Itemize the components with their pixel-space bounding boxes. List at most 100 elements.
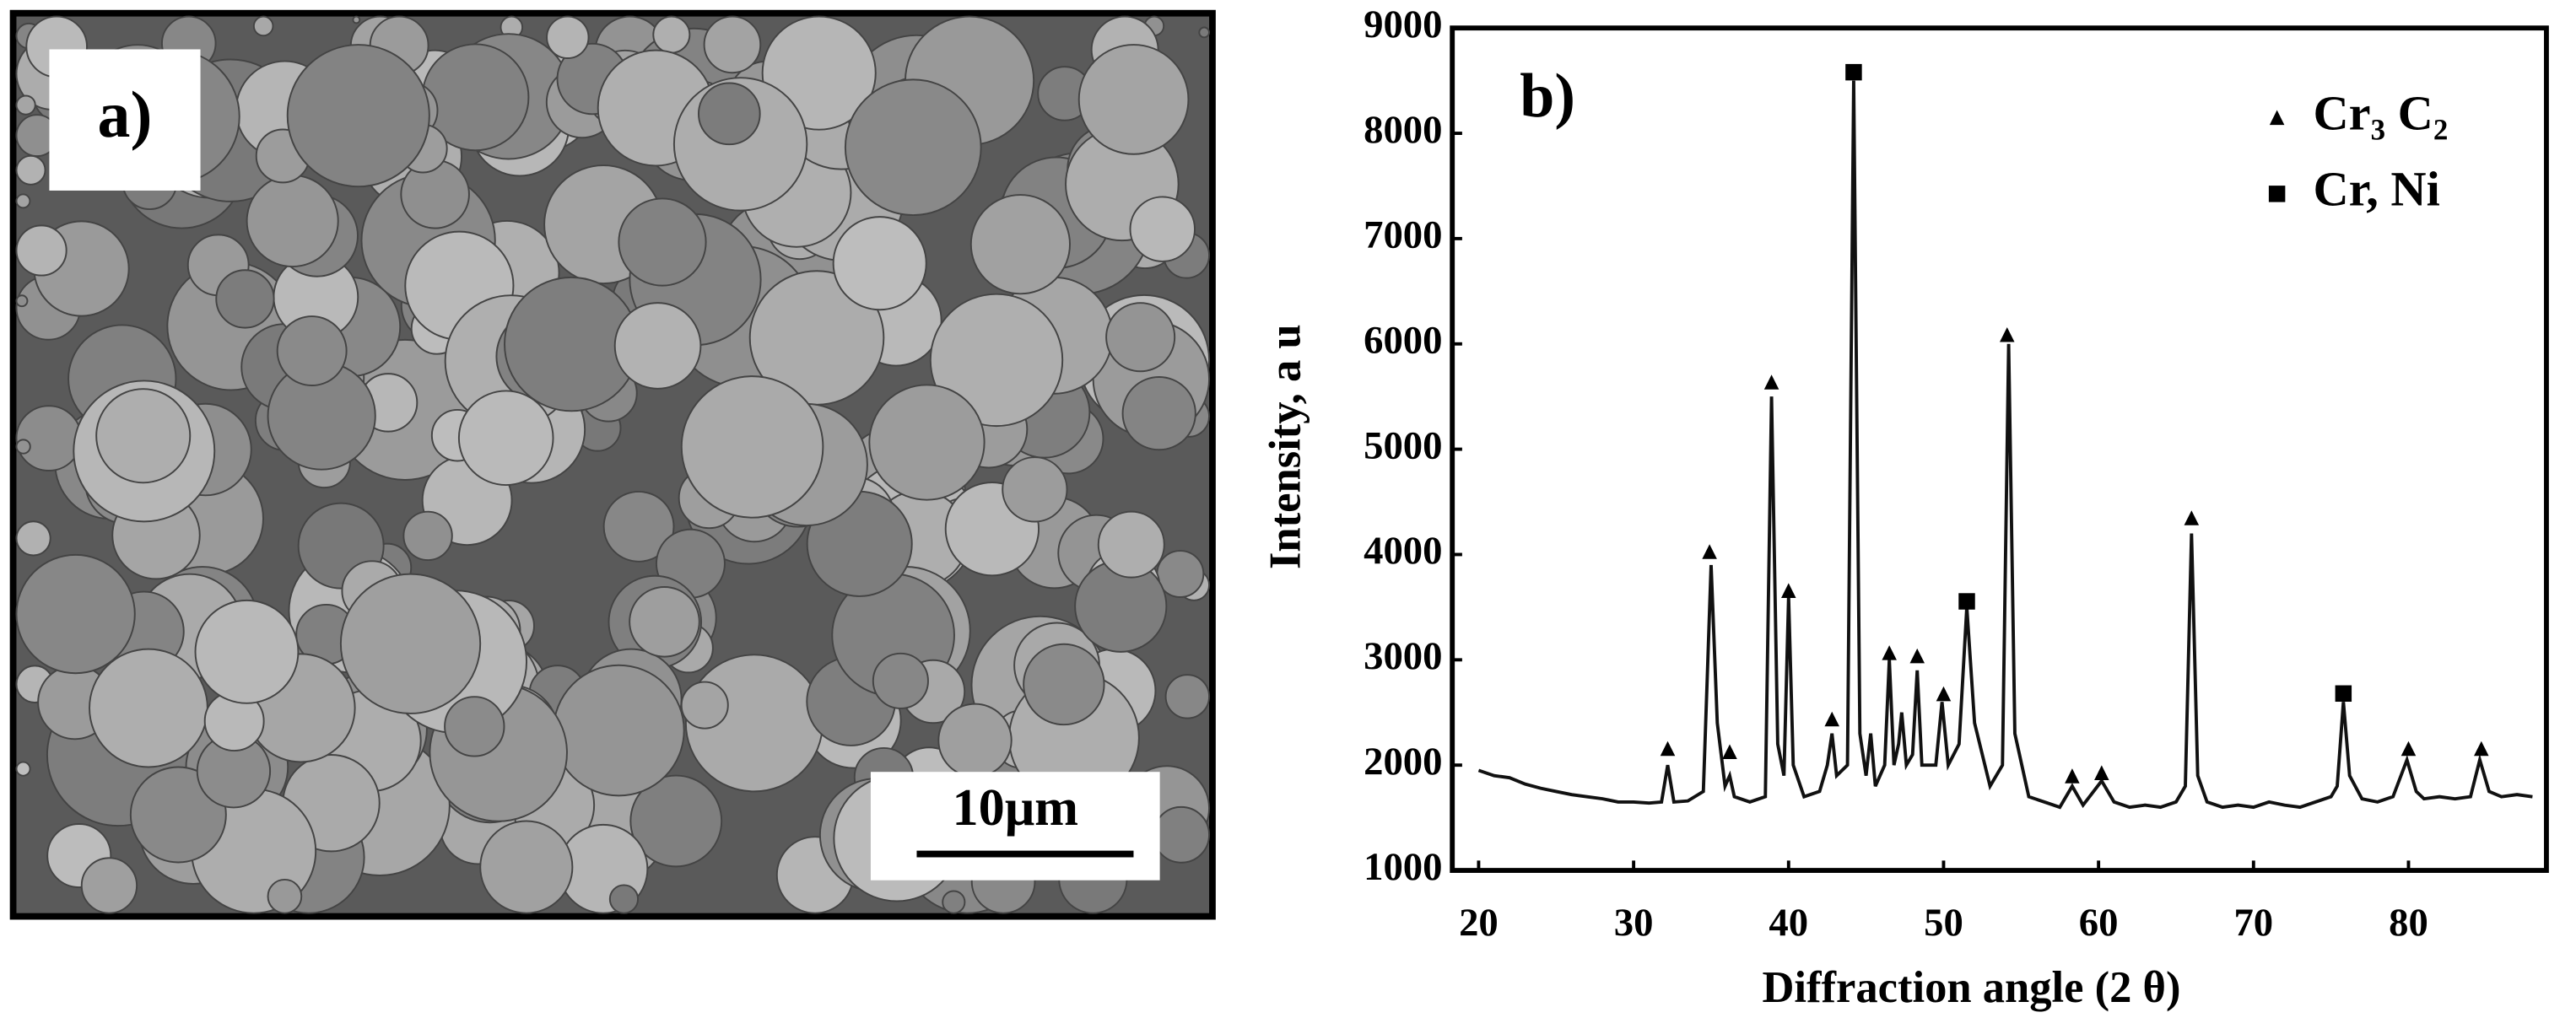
panel-label: a) xyxy=(98,78,153,151)
particle xyxy=(339,573,482,714)
particle xyxy=(680,375,824,519)
x-tick-label: 60 xyxy=(2079,901,2119,945)
y-tick-label: 5000 xyxy=(1364,423,1442,467)
particle xyxy=(15,94,36,116)
particle xyxy=(618,197,707,287)
sem-panel xyxy=(9,9,1216,920)
particle xyxy=(246,174,339,268)
particle xyxy=(352,15,361,24)
particle xyxy=(194,599,300,704)
particle xyxy=(1002,456,1068,523)
x-tick-label: 70 xyxy=(2233,901,2273,945)
particle xyxy=(479,820,574,914)
x-tick-label: 50 xyxy=(1924,901,1963,945)
particle xyxy=(15,520,51,557)
legend-marker xyxy=(2268,186,2286,202)
x-tick-label: 40 xyxy=(1769,901,1808,945)
particle xyxy=(844,78,982,217)
particle xyxy=(267,878,303,914)
particle xyxy=(80,857,138,914)
y-tick-label: 9000 xyxy=(1364,3,1442,46)
marker-triangle xyxy=(1781,583,1796,598)
panel-label: b) xyxy=(1520,62,1575,131)
particle xyxy=(400,159,470,229)
particle xyxy=(652,15,691,54)
legend-marker xyxy=(2269,110,2285,126)
particle xyxy=(697,82,761,146)
particle xyxy=(15,193,31,209)
particle xyxy=(95,388,192,484)
label-box xyxy=(49,49,201,191)
particle xyxy=(89,648,208,768)
x-axis-label: Diffraction angle (2 θ) xyxy=(1762,963,2180,1012)
scale-bar-box xyxy=(870,772,1160,881)
particle xyxy=(553,664,685,797)
particle xyxy=(402,510,453,562)
spectrum-line xyxy=(1477,80,2533,810)
particle xyxy=(286,44,430,188)
marker-triangle xyxy=(2400,740,2417,757)
particle xyxy=(15,553,136,675)
particle xyxy=(457,390,554,487)
legend-label: Cr, Ni xyxy=(2313,161,2439,216)
marker-triangle xyxy=(1824,711,1839,727)
marker-triangle xyxy=(1882,645,1897,660)
marker-triangle xyxy=(1660,740,1676,757)
marker-triangle xyxy=(2184,510,2200,525)
particle xyxy=(1077,44,1190,155)
particle xyxy=(276,315,348,386)
particle xyxy=(937,703,1013,778)
x-tick-label: 80 xyxy=(2389,901,2428,945)
y-tick-label: 1000 xyxy=(1364,845,1442,889)
marker-triangle xyxy=(1936,686,1952,702)
particle xyxy=(1198,26,1211,39)
y-axis-label: Intensity, a u xyxy=(1261,324,1310,569)
particle xyxy=(15,761,31,777)
particle xyxy=(15,224,68,277)
marker-triangle xyxy=(2474,740,2489,757)
marker-triangle xyxy=(1702,544,1717,559)
y-tick-label: 4000 xyxy=(1364,529,1442,573)
y-tick-label: 8000 xyxy=(1364,108,1442,152)
particle xyxy=(1097,510,1165,579)
particle xyxy=(629,585,700,658)
particle xyxy=(942,890,966,914)
x-tick-label: 30 xyxy=(1614,901,1654,945)
marker-triangle xyxy=(1763,374,1779,390)
particle xyxy=(546,15,590,60)
particle xyxy=(1121,376,1196,451)
marker-square xyxy=(1845,63,1862,81)
particle xyxy=(444,696,505,757)
marker-triangle xyxy=(1722,744,1737,759)
particle xyxy=(1164,674,1211,719)
particle xyxy=(608,884,640,914)
particle xyxy=(215,269,275,329)
particle xyxy=(969,194,1071,295)
particle xyxy=(1105,302,1176,373)
plot-frame xyxy=(1450,25,2549,873)
particle xyxy=(15,405,83,472)
marker-triangle xyxy=(2065,768,2080,784)
particle xyxy=(613,302,702,390)
marker-triangle xyxy=(1909,648,1925,664)
marker-square xyxy=(2335,685,2352,703)
particle xyxy=(15,439,31,455)
y-tick-label: 6000 xyxy=(1364,318,1442,362)
particle xyxy=(680,681,729,730)
particle xyxy=(1023,643,1105,726)
particle xyxy=(1129,196,1196,262)
particle xyxy=(15,154,46,186)
particle xyxy=(629,774,723,868)
particle xyxy=(872,652,929,709)
particle xyxy=(929,293,1064,428)
particle xyxy=(252,15,274,37)
particle xyxy=(15,294,29,308)
marker-triangle xyxy=(2000,327,2015,342)
particle xyxy=(832,216,927,311)
particle xyxy=(703,15,762,74)
x-tick-label: 20 xyxy=(1459,901,1499,945)
marker-triangle xyxy=(2094,765,2109,780)
scale-bar-label: 10μm xyxy=(953,778,1079,837)
